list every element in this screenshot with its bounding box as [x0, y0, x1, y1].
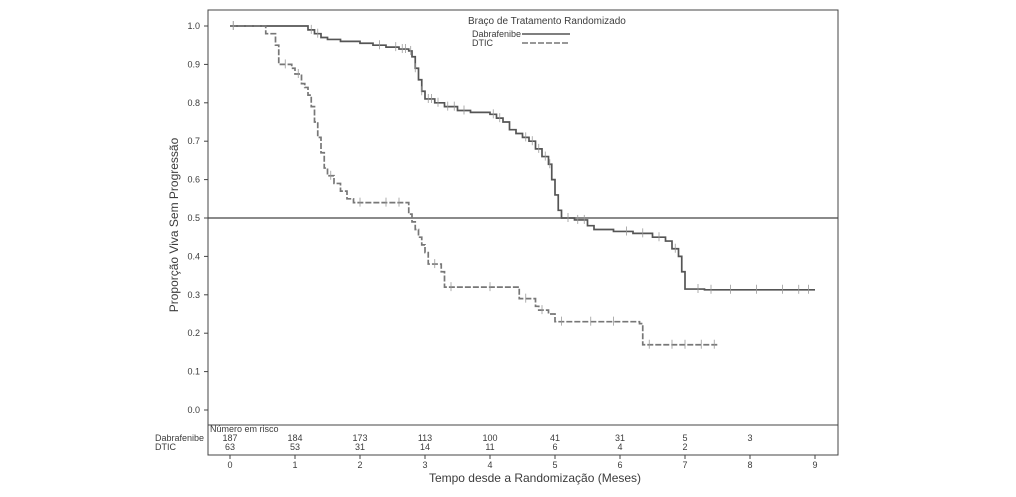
risk-value-dabrafenibe: 187: [222, 433, 237, 443]
risk-value-dabrafenibe: 41: [550, 433, 560, 443]
x-tick-label: 3: [422, 460, 427, 470]
risk-value-dtic: 53: [290, 442, 300, 452]
x-tick-label: 0: [227, 460, 232, 470]
y-tick-label: 0.2: [187, 328, 200, 338]
y-tick-label: 0.8: [187, 98, 200, 108]
risk-value-dabrafenibe: 173: [352, 433, 367, 443]
x-tick-label: 7: [682, 460, 687, 470]
risk-value-dabrafenibe: 3: [747, 433, 752, 443]
y-tick-label: 0.4: [187, 251, 200, 261]
x-tick-label: 8: [747, 460, 752, 470]
risk-value-dabrafenibe: 100: [482, 433, 497, 443]
risk-row-label-dtic: DTIC: [155, 442, 176, 452]
risk-table: Número em risco Dabrafenibe DTIC 187 184 1…: [155, 424, 753, 452]
y-tick-label: 0.0: [187, 405, 200, 415]
series-layer: [230, 25, 815, 346]
y-tick-label: 0.5: [187, 213, 200, 223]
y-tick-label: 0.6: [187, 175, 200, 185]
y-tick-label: 0.1: [187, 367, 200, 377]
y-tick-label: 1.0: [187, 21, 200, 31]
risk-value-dtic: 2: [682, 442, 687, 452]
risk-value-dabrafenibe: 184: [287, 433, 302, 443]
y-tick-label: 0.7: [187, 136, 200, 146]
risk-value-dtic: 11: [485, 442, 494, 452]
legend-label-dabrafenibe: Dabrafenibe: [472, 29, 521, 39]
x-tick-label: 9: [812, 460, 817, 470]
x-tick-label: 4: [487, 460, 492, 470]
x-axis-title: Tempo desde a Randomização (Meses): [429, 471, 641, 485]
risk-value-dtic: 63: [225, 442, 235, 452]
x-tick-label: 1: [292, 460, 297, 470]
legend-label-dtic: DTIC: [472, 38, 493, 48]
y-tick-label: 0.3: [187, 290, 200, 300]
risk-value-dtic: 31: [355, 442, 365, 452]
risk-row-label-dabrafenibe: Dabrafenibe: [155, 433, 204, 443]
series-line-dtic: [230, 25, 719, 346]
series-line-dabrafenibe: [230, 25, 815, 291]
risk-value-dtic: 4: [617, 442, 622, 452]
y-tick-label: 0.9: [187, 59, 200, 69]
risk-value-dtic: 14: [420, 442, 430, 452]
risk-value-dtic: 6: [552, 442, 557, 452]
risk-values: 187 184 173 113 100 41 31 5 363 53 31 14 11 6 4 2: [222, 433, 752, 452]
legend-title: Braço de Tratamento Randomizado: [468, 16, 626, 27]
risk-value-dabrafenibe: 113: [418, 433, 432, 443]
x-tick-label: 6: [617, 460, 622, 470]
risk-value-dabrafenibe: 31: [615, 433, 625, 443]
y-axis-title: Proporção Viva Sem Progressão: [167, 137, 181, 312]
y-axis: 0.0 0.1 0.2 0.3 0.4 0.5 0.6 0.7 0.8 0.9 1.0: [187, 21, 208, 415]
x-axis: 0 1 2 3 4 5 6 7 8 9: [227, 455, 818, 470]
legend: Braço de Tratamento Randomizado Dabrafen…: [468, 16, 626, 48]
x-tick-label: 2: [357, 460, 362, 470]
risk-table-title: Número em risco: [210, 424, 279, 434]
risk-table-frame: [207, 424, 839, 456]
censor-marks: [232, 21, 809, 349]
x-tick-label: 5: [552, 460, 557, 470]
risk-value-dabrafenibe: 5: [682, 433, 687, 443]
